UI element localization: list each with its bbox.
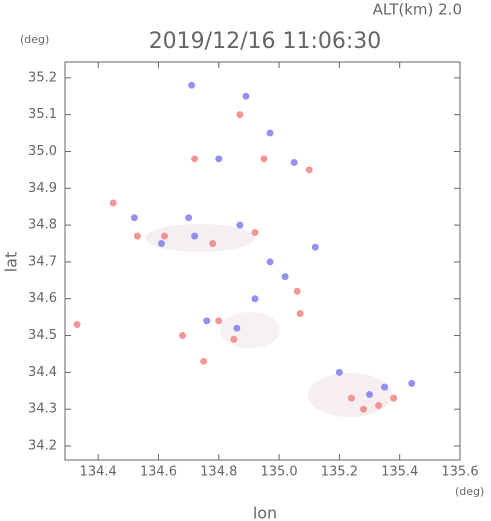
plot-frame — [64, 61, 461, 461]
x-tick-label: 135.4 — [381, 465, 418, 480]
y-unit: (deg) — [20, 33, 49, 46]
x-tick-label: 135.0 — [260, 465, 297, 480]
echo-point — [260, 155, 268, 163]
echo-point — [215, 317, 223, 325]
echo-point — [266, 258, 274, 266]
echo-point — [203, 317, 211, 325]
x-tick-label: 135.6 — [441, 465, 478, 480]
echo-area — [145, 224, 255, 252]
echo-point — [200, 357, 208, 365]
echo-point — [133, 232, 141, 240]
echo-point — [335, 368, 343, 376]
x-unit: (deg) — [455, 485, 484, 498]
chart-title: 2019/12/16 11:06:30 — [149, 29, 382, 54]
y-tick-label: 34.4 — [28, 365, 57, 380]
echo-point — [408, 379, 416, 387]
echo-point — [366, 390, 374, 398]
echo-point — [266, 129, 274, 137]
echo-point — [236, 111, 244, 119]
y-tick-label: 34.7 — [28, 254, 57, 269]
y-tick-label: 34.8 — [28, 218, 57, 233]
y-tick-label: 34.2 — [28, 439, 57, 454]
x-axis-label: lon — [253, 504, 277, 521]
echo-point — [161, 232, 169, 240]
echo-point — [281, 273, 289, 281]
echo-point — [242, 92, 250, 100]
echo-point — [251, 295, 259, 303]
echo-point — [109, 199, 117, 207]
echo-point — [130, 214, 138, 222]
echo-point — [185, 214, 193, 222]
y-tick-label: 35.0 — [28, 144, 57, 159]
echo-point — [293, 287, 301, 295]
chart-subtitle: ALT(km) 2.0 — [373, 1, 462, 19]
echo-point — [251, 228, 259, 236]
x-tick-label: 135.2 — [321, 465, 358, 480]
x-tick-label: 134.6 — [140, 465, 177, 480]
echo-point — [233, 324, 241, 332]
y-tick-label: 35.2 — [28, 70, 57, 85]
echo-point — [209, 240, 217, 248]
x-tick-label: 134.4 — [80, 465, 117, 480]
y-tick-label: 34.3 — [28, 402, 57, 417]
y-axis-label: lat — [2, 252, 21, 273]
echo-point — [230, 335, 238, 343]
echo-point — [73, 321, 81, 329]
echo-point — [381, 383, 389, 391]
y-tick-label: 34.5 — [28, 328, 57, 343]
echo-point — [179, 332, 187, 340]
echo-point — [236, 221, 244, 229]
echo-point — [188, 81, 196, 89]
x-tick-label: 134.8 — [200, 465, 237, 480]
echo-point — [157, 240, 165, 248]
y-tick-label: 34.6 — [28, 291, 57, 306]
echo-point — [290, 159, 298, 167]
echo-point — [215, 155, 223, 163]
y-tick-label: 35.1 — [28, 107, 57, 122]
echo-point — [390, 394, 398, 402]
echo-point — [311, 243, 319, 251]
echo-point — [191, 155, 199, 163]
echo-point — [191, 232, 199, 240]
echo-point — [296, 309, 304, 317]
echo-point — [347, 394, 355, 402]
echo-point — [375, 402, 383, 410]
y-tick-label: 34.9 — [28, 181, 57, 196]
echo-area — [220, 312, 280, 348]
echo-point — [305, 166, 313, 174]
echo-point — [360, 405, 368, 413]
